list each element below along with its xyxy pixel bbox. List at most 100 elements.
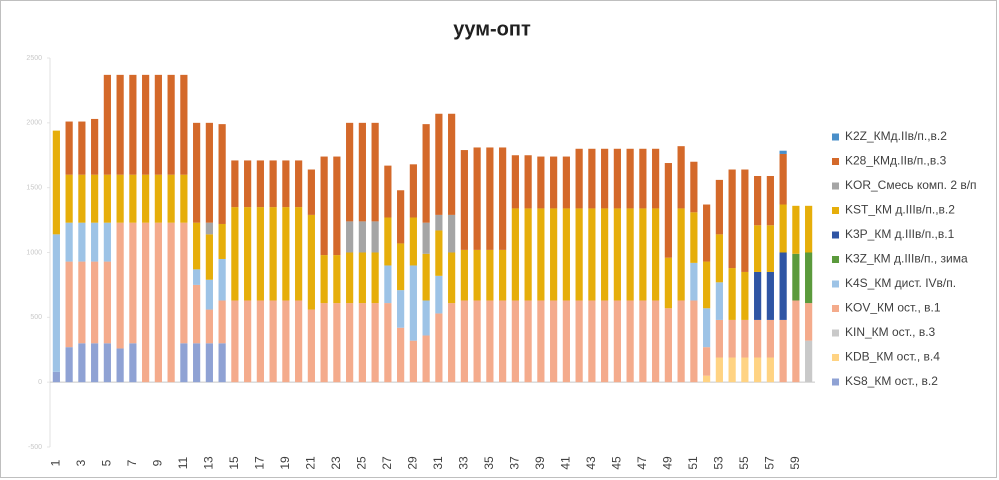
bar-segment bbox=[333, 255, 341, 304]
bar-segment bbox=[422, 124, 430, 223]
x-tick-label: 49 bbox=[661, 456, 675, 470]
bar-segment bbox=[320, 255, 328, 304]
x-tick-label: 31 bbox=[431, 456, 445, 470]
bar-segment bbox=[205, 279, 213, 310]
bar-segment bbox=[65, 222, 73, 262]
bar-segment bbox=[499, 147, 507, 250]
bar-segment bbox=[346, 221, 354, 253]
bar-segment bbox=[65, 347, 73, 383]
legend-label: K28_КМд.IIв/п.,в.3 bbox=[845, 154, 947, 168]
bar-segment bbox=[103, 343, 111, 383]
bar-segment bbox=[728, 357, 736, 383]
bar-segment bbox=[333, 156, 341, 256]
legend-swatch bbox=[832, 305, 839, 312]
bar-segment bbox=[346, 122, 354, 222]
bar-segment bbox=[142, 222, 150, 383]
bar-segment bbox=[269, 300, 277, 383]
bar-segment bbox=[486, 249, 494, 301]
bar-segment bbox=[65, 261, 73, 348]
bar-segment bbox=[435, 275, 443, 314]
legend-swatch bbox=[832, 158, 839, 165]
y-tick-label: 2000 bbox=[26, 120, 42, 127]
bar-segment bbox=[613, 148, 621, 209]
x-tick-label: 5 bbox=[100, 459, 114, 466]
bar-segment bbox=[677, 208, 685, 301]
bar-segment bbox=[205, 234, 213, 280]
bar-segment bbox=[422, 335, 430, 383]
bar-segment bbox=[690, 262, 698, 301]
bar-segment bbox=[65, 174, 73, 223]
x-tick-label: 47 bbox=[635, 456, 649, 470]
bar-segment bbox=[180, 222, 188, 344]
x-tick-label: 29 bbox=[406, 456, 420, 470]
bar-segment bbox=[333, 303, 341, 383]
bar-segment bbox=[715, 179, 723, 235]
x-tick-label: 21 bbox=[304, 456, 318, 470]
legend-swatch bbox=[832, 182, 839, 190]
bar-segment bbox=[805, 303, 813, 341]
bar-segment bbox=[805, 205, 813, 253]
bar-segment bbox=[295, 207, 303, 301]
bar-segment bbox=[766, 175, 774, 226]
bar-segment bbox=[473, 300, 481, 383]
bar-segment bbox=[754, 319, 762, 358]
legend-label: K3P_КМ д.IIIв/п.,в.1 bbox=[845, 227, 955, 241]
legend-swatch bbox=[832, 354, 839, 361]
bar-segment bbox=[741, 319, 749, 358]
x-tick-label: 11 bbox=[176, 456, 190, 469]
bar-segment bbox=[511, 208, 519, 301]
bar-segment bbox=[435, 230, 443, 276]
x-tick-label: 23 bbox=[329, 456, 343, 470]
y-tick-label: 0 bbox=[38, 379, 42, 386]
bar-segment bbox=[626, 300, 634, 383]
bar-segment bbox=[550, 208, 558, 301]
bar-segment bbox=[448, 113, 456, 215]
bar-segment bbox=[766, 271, 774, 320]
bar-segment bbox=[218, 223, 226, 259]
bar-segment bbox=[511, 300, 519, 383]
bar-segment bbox=[562, 208, 570, 301]
bar-segment bbox=[664, 163, 672, 258]
bar-segment bbox=[562, 156, 570, 209]
bar-segment bbox=[116, 348, 124, 383]
bar-segment bbox=[91, 261, 99, 344]
bar-segment bbox=[792, 205, 800, 254]
bar-segment bbox=[601, 208, 609, 301]
bar-segment bbox=[384, 303, 392, 383]
bar-segment bbox=[703, 308, 711, 348]
legend-label: KST_КМ д.IIIв/п.,в.2 bbox=[845, 203, 955, 217]
x-tick-label: 9 bbox=[151, 459, 165, 466]
bar-segment bbox=[766, 225, 774, 272]
legend-swatch bbox=[832, 378, 839, 386]
bar-segment bbox=[690, 212, 698, 263]
bar-segment bbox=[779, 204, 787, 253]
bar-segment bbox=[639, 148, 647, 209]
bar-segment bbox=[371, 122, 379, 222]
x-tick-label: 3 bbox=[74, 459, 88, 466]
bar-segment bbox=[256, 207, 264, 301]
bar-segment bbox=[78, 174, 86, 223]
bar-segment bbox=[142, 74, 150, 175]
bar-segment bbox=[193, 269, 201, 285]
bar-segment bbox=[384, 217, 392, 266]
bar-segment bbox=[103, 222, 111, 262]
bar-segment bbox=[167, 222, 175, 383]
bar-segment bbox=[205, 309, 213, 344]
bar-segment bbox=[307, 214, 315, 310]
bar-segment bbox=[180, 74, 188, 175]
x-tick-label: 53 bbox=[712, 456, 726, 470]
bar-segment bbox=[562, 300, 570, 383]
bar-segment bbox=[52, 234, 60, 372]
bar-segment bbox=[448, 303, 456, 383]
bar-segment bbox=[358, 221, 366, 253]
x-tick-label: 27 bbox=[380, 456, 394, 470]
bar-segment bbox=[346, 303, 354, 383]
bar-segment bbox=[537, 208, 545, 301]
bar-segment bbox=[435, 214, 443, 231]
bar-segment bbox=[52, 371, 60, 383]
bar-segment bbox=[218, 124, 226, 224]
bar-segment bbox=[78, 261, 86, 344]
bar-segment bbox=[409, 164, 417, 218]
bar-segment bbox=[754, 225, 762, 272]
bar-segment bbox=[231, 160, 239, 208]
